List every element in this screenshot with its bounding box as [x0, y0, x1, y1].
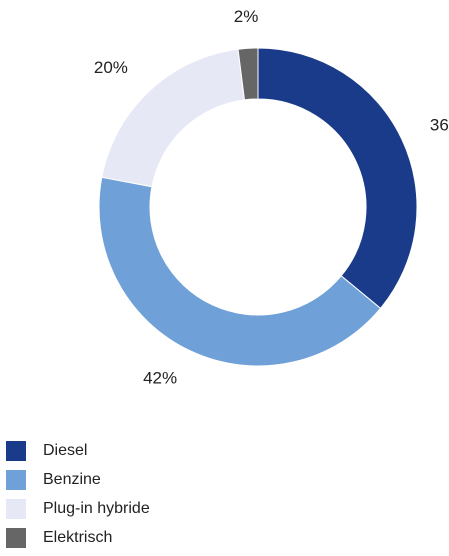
slice-label-plug-in-hybride: 20%	[94, 58, 128, 77]
slice-diesel	[257, 47, 418, 310]
legend-label-elektrisch: Elektrisch	[43, 529, 113, 546]
slice-elektrisch	[237, 47, 259, 101]
legend-swatch-elektrisch	[6, 528, 26, 548]
legend-item-elektrisch: Elektrisch	[6, 527, 150, 549]
legend-swatch-plug-in-hybride	[6, 499, 26, 519]
donut-chart: 36% 42% 20% 2%	[94, 7, 449, 388]
legend-swatch-diesel	[6, 441, 26, 461]
legend-item-plug-in-hybride: Plug-in hybride	[6, 498, 150, 520]
slice-benzine	[98, 176, 382, 367]
slice-label-benzine: 42%	[143, 368, 177, 387]
legend-swatch-benzine	[6, 470, 26, 490]
slice-label-elektrisch: 2%	[234, 7, 259, 26]
legend-label-diesel: Diesel	[43, 442, 88, 459]
legend-item-benzine: Benzine	[6, 469, 150, 491]
legend-item-diesel: Diesel	[6, 440, 150, 462]
legend-label-benzine: Benzine	[43, 471, 101, 488]
slice-label-diesel: 36%	[430, 116, 449, 135]
legend-label-plug-in-hybride: Plug-in hybride	[43, 500, 150, 517]
chart-legend: Diesel Benzine Plug-in hybride Elektrisch	[6, 440, 150, 556]
